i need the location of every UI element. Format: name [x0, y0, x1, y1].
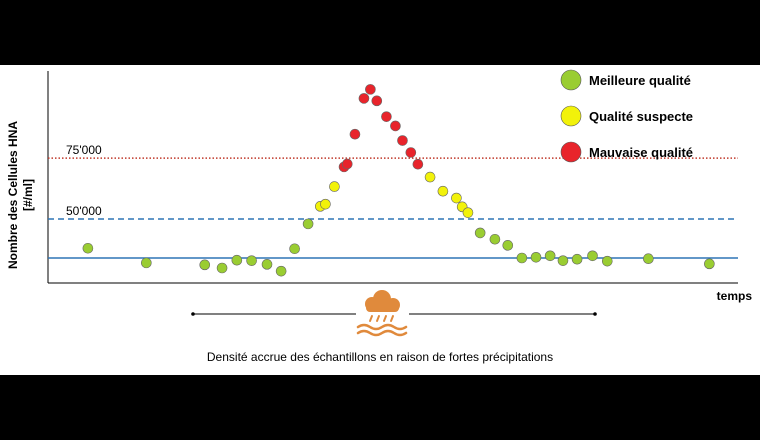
- reference-lines: 75'000 50'000: [48, 143, 738, 259]
- data-point-s0-14: [530, 251, 542, 263]
- scatter-chart: Nombre des Cellules HNA [#/ml] temps 75'…: [6, 69, 753, 364]
- rain-period-annotation: [191, 290, 597, 337]
- annotation-caption: Densité accrue des échantillons en raiso…: [207, 350, 553, 364]
- data-point-s0-19: [601, 255, 613, 267]
- data-point-s0-10: [474, 227, 486, 239]
- data-point-s0-7: [275, 265, 287, 277]
- data-point-s2-9: [405, 147, 417, 158]
- data-point-s0-17: [571, 253, 583, 265]
- data-point-s2-4: [365, 84, 376, 95]
- interval-start-marker: [191, 312, 195, 316]
- data-point-s2-7: [390, 120, 401, 132]
- data-point-s1-7: [462, 207, 474, 218]
- data-point-s2-2: [349, 128, 361, 140]
- reference-label-75000: 75'000: [66, 143, 102, 157]
- rain-cloud-icon: [356, 290, 408, 337]
- legend-item-suspect: Qualité suspecte: [560, 105, 693, 127]
- data-point-s1-3: [424, 171, 436, 183]
- legend: Meilleure qualité Qualité suspecte Mauva…: [560, 69, 693, 163]
- legend-label-suspect: Qualité suspecte: [589, 109, 693, 124]
- reference-label-50000: 50'000: [66, 204, 102, 218]
- data-point-s2-1: [341, 158, 353, 170]
- data-point-s2-5: [371, 95, 383, 107]
- data-point-s0-1: [141, 257, 152, 269]
- data-point-s0-18: [587, 250, 598, 262]
- chart-panel: Nombre des Cellules HNA [#/ml] temps 75'…: [0, 65, 760, 375]
- data-point-s0-15: [544, 250, 556, 262]
- data-point-s0-5: [246, 255, 257, 266]
- legend-label-bad: Mauvaise qualité: [589, 145, 693, 160]
- interval-end-marker: [593, 312, 597, 316]
- data-point-s0-12: [502, 240, 514, 251]
- y-axis-label-line1: Nombre des Cellules HNA: [6, 121, 20, 269]
- data-point-s1-4: [437, 185, 449, 197]
- data-point-s1-1: [320, 198, 331, 210]
- legend-marker-suspect: [560, 105, 582, 127]
- data-point-s2-6: [381, 111, 392, 122]
- data-points: [82, 84, 715, 277]
- data-point-s0-11: [489, 233, 501, 245]
- data-point-s0-4: [231, 254, 243, 266]
- legend-marker-best: [560, 69, 582, 91]
- data-point-s0-9: [302, 218, 314, 230]
- legend-marker-bad: [560, 141, 582, 163]
- data-point-s0-0: [82, 242, 94, 254]
- legend-label-best: Meilleure qualité: [589, 73, 691, 88]
- data-point-s0-3: [216, 262, 228, 274]
- data-point-s2-3: [358, 93, 370, 104]
- data-point-s0-16: [557, 255, 569, 266]
- data-point-s0-13: [516, 252, 528, 264]
- data-point-s1-5: [451, 192, 462, 204]
- data-point-s0-20: [643, 253, 654, 265]
- data-point-s2-10: [412, 158, 424, 170]
- data-point-s1-2: [329, 181, 340, 192]
- data-point-s0-8: [289, 243, 300, 255]
- legend-item-bad: Mauvaise qualité: [560, 141, 693, 163]
- legend-item-best: Meilleure qualité: [560, 69, 691, 91]
- data-point-s0-21: [704, 258, 715, 270]
- data-point-s2-8: [397, 135, 408, 146]
- x-axis-label: temps: [717, 289, 753, 303]
- data-point-s0-6: [261, 259, 273, 270]
- data-point-s0-2: [199, 259, 211, 271]
- y-axis-label-line2: [#/ml]: [21, 179, 35, 211]
